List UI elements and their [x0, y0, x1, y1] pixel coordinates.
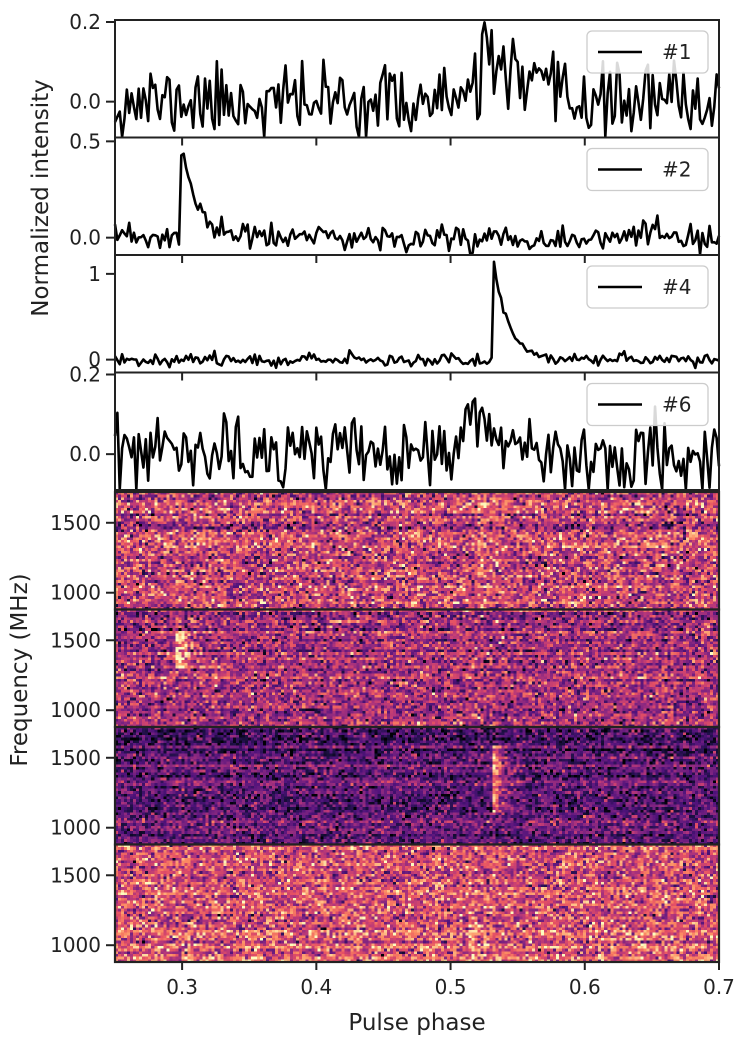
xtick-label: 0.6	[569, 975, 601, 999]
profile-1-ytick-label: 0.2	[69, 10, 101, 34]
profile-panel-2: 0.0 0.5 #2	[69, 129, 719, 263]
legend-label: #1	[662, 40, 691, 64]
profile-2-ytick-label: 0.0	[69, 226, 101, 250]
panels: 0.00.2#10.00.5#201#40.00.2#6100015001000…	[50, 10, 719, 970]
xtick-label: 0.4	[300, 975, 332, 999]
heatmap-2	[115, 610, 719, 728]
y-axis-label-dynamic: Frequency (MHz)	[7, 573, 33, 766]
dynamic-4-ytick-label: 1500	[50, 863, 101, 887]
legend-2: #2	[587, 149, 708, 191]
profile-2-ytick-label: 0.5	[69, 129, 101, 153]
profile-4-ytick-label: 0.2	[69, 362, 101, 386]
dynamic-spectrum-panel-2: 1000 1500	[50, 610, 719, 736]
legend-4: #6	[587, 384, 708, 426]
dynamic-3-ytick-label: 1000	[50, 816, 101, 840]
profile-4-ytick-label: 0.0	[69, 442, 101, 466]
dynamic-spectrum-panel-3: 1000 1500	[50, 727, 719, 853]
dynamic-spectrum-panel-4: 1000 1500	[50, 845, 719, 971]
dynamic-2-ytick-label: 1500	[50, 628, 101, 652]
profile-panel-1: 0.0 0.2 #1	[69, 10, 719, 146]
dynamic-spectrum-panel-1: 1000 1500	[50, 492, 719, 618]
profile-3-ytick-label: 1	[88, 262, 101, 286]
profile-1-ytick-label: 0.0	[69, 90, 101, 114]
legend-label: #2	[662, 158, 691, 182]
xtick-label: 0.3	[166, 975, 198, 999]
profile-panel-4: 0.0 0.2 #6	[69, 362, 719, 498]
heatmap-4	[115, 845, 719, 963]
dynamic-1-ytick-label: 1500	[50, 511, 101, 535]
shared-x-axis: 0.3 0.4 0.5 0.6 0.7	[166, 975, 735, 999]
xtick-label: 0.5	[435, 975, 467, 999]
heatmap-1	[115, 492, 719, 610]
legend-3: #4	[587, 266, 708, 308]
xtick-label: 0.7	[703, 975, 735, 999]
y-axis-label-profiles: Normalized intensity	[28, 79, 54, 316]
dynamic-3-ytick-label: 1500	[50, 746, 101, 770]
dynamic-4-ytick-label: 1000	[50, 933, 101, 957]
dynamic-2-ytick-label: 1000	[50, 698, 101, 722]
profile-panel-3: 01#4	[88, 255, 719, 381]
legend-label: #6	[662, 393, 691, 417]
dynamic-1-ytick-label: 1000	[50, 581, 101, 605]
legend-1: #1	[587, 31, 708, 73]
legend-label: #4	[662, 275, 691, 299]
x-axis-label: Pulse phase	[348, 1010, 485, 1036]
heatmap-3	[115, 727, 719, 845]
